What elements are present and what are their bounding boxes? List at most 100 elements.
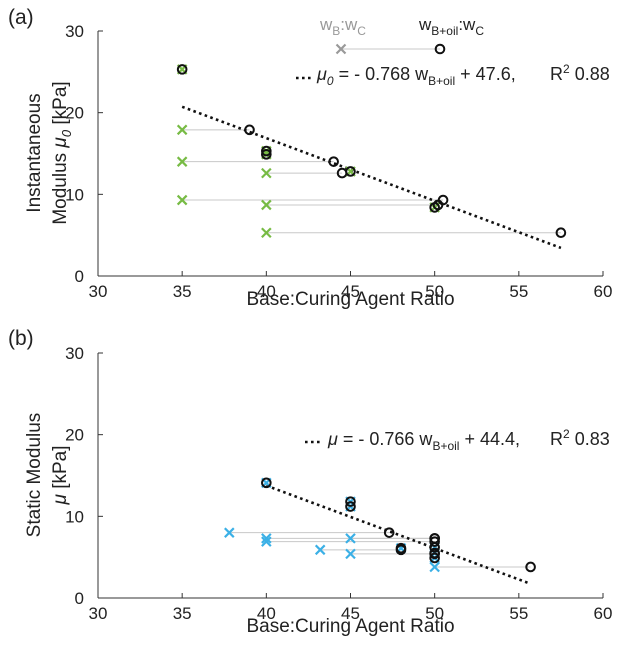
- wb-marker-stroke: [314, 544, 326, 556]
- x-axis-label: Base:Curing Agent Ratio: [246, 289, 454, 310]
- wb-marker-stroke: [176, 124, 188, 136]
- wboil-marker: [525, 561, 536, 573]
- wb-marker: [314, 544, 326, 556]
- legend-sub: B+oil: [431, 24, 458, 38]
- wboil-marker: [345, 496, 356, 507]
- wboil-marker: [261, 149, 272, 160]
- wb-marker: [261, 536, 272, 547]
- wb-marker-stroke: [176, 156, 188, 167]
- wb-marker-stroke: [261, 536, 272, 547]
- legend-circle-marker: [434, 43, 446, 55]
- r2-superscript: 2: [563, 427, 570, 441]
- wb-marker-stroke: [345, 533, 356, 544]
- fit-eq-end: + 44.4,: [459, 429, 520, 449]
- wboil-marker: [244, 124, 255, 136]
- y-tick-label: 10: [65, 185, 84, 204]
- y-label-suffix: [kPa]: [50, 81, 71, 130]
- wb-marker: [345, 533, 356, 544]
- x-tick-label: 45: [341, 604, 360, 623]
- y-label-symbol: μ: [50, 494, 71, 506]
- legend-sub: C: [357, 24, 366, 38]
- wboil-marker: [429, 542, 440, 553]
- legend-sub: C: [475, 24, 484, 38]
- legend-sub: B: [332, 24, 340, 38]
- x-tick-label: 40: [257, 282, 276, 301]
- wb-marker: [345, 548, 356, 560]
- y-label-suffix: [kPa]: [50, 446, 71, 495]
- wb-marker-stroke: [345, 548, 356, 560]
- y-axis-label-line1: Static Modulus: [24, 413, 45, 538]
- wboil-marker: [383, 527, 395, 538]
- wb-marker: [176, 124, 188, 136]
- legend-mid: :w: [458, 15, 476, 34]
- wboil-marker: [395, 542, 407, 554]
- fit-r-squared: R2 0.83: [550, 427, 610, 449]
- wb-marker-stroke: [429, 561, 440, 573]
- wb-marker: [429, 561, 440, 573]
- wb-marker-stroke: [261, 227, 272, 238]
- y-tick-label: 20: [65, 104, 84, 123]
- wboil-marker: [429, 547, 440, 559]
- panel-label: (a): [8, 6, 34, 29]
- wb-marker: [261, 167, 272, 179]
- y-axis-label-line1: Instantaneous: [24, 93, 45, 212]
- y-tick-label: 30: [65, 22, 84, 41]
- fit-eq-sub: B+oil: [432, 439, 459, 453]
- x-tick-label: 30: [89, 604, 108, 623]
- r2-label: R: [550, 429, 563, 449]
- fit-eq-sub: B+oil: [428, 74, 455, 88]
- fit-symbol: μ: [327, 429, 338, 449]
- wboil-marker: [345, 166, 356, 177]
- fit-equation: μ = - 0.766 wB+oil + 44.4,: [327, 429, 520, 453]
- x-tick-label: 45: [341, 282, 360, 301]
- wb-marker-stroke: [176, 194, 188, 206]
- fit-line: [181, 105, 562, 250]
- y-label-symbol: μ: [50, 137, 71, 149]
- wboil-marker: [429, 552, 440, 564]
- fit-eq-mid: = - 0.766 w: [338, 429, 434, 449]
- x-tick-label: 35: [173, 282, 192, 301]
- y-tick-label: 30: [65, 344, 84, 363]
- legend-w: w: [319, 15, 333, 34]
- wb-marker: [261, 533, 272, 544]
- x-tick-label: 50: [425, 282, 444, 301]
- wb-marker: [224, 527, 235, 538]
- y-tick-label: 10: [65, 507, 84, 526]
- x-tick-label: 40: [257, 604, 276, 623]
- wboil-marker: [176, 64, 188, 75]
- x-tick-label: 60: [594, 604, 613, 623]
- legend-x-marker: [335, 43, 347, 55]
- x-axis-label: Base:Curing Agent Ratio: [246, 616, 454, 637]
- fit-eq-end: + 47.6,: [455, 64, 516, 84]
- wb-marker: [176, 194, 188, 206]
- wboil-marker: [555, 227, 567, 239]
- wb-marker-stroke: [261, 199, 272, 211]
- fit-r-squared: R2 0.88: [550, 62, 610, 84]
- wb-marker-stroke: [261, 167, 272, 179]
- r2-value: 0.83: [570, 429, 610, 449]
- wb-marker-stroke: [224, 527, 235, 538]
- wb-marker: [261, 199, 272, 211]
- wboil-marker: [429, 536, 440, 547]
- y-axis-label-line2: μ [kPa]: [50, 446, 71, 506]
- fit-symbol: μ: [316, 64, 327, 84]
- x-tick-label: 50: [425, 604, 444, 623]
- panel-b: 30 35 40 45 50 55 60 0 10 20 30 (b) Base:Curing Agen…: [8, 327, 612, 637]
- legend: wB:wC wB+oil:wC: [319, 15, 484, 55]
- wboil-marker: [429, 202, 440, 213]
- y-tick-label: 0: [75, 267, 84, 286]
- wb-marker: [176, 156, 188, 167]
- panel-label: (b): [8, 327, 34, 350]
- fit-eq-mid: = - 0.768 w: [334, 64, 430, 84]
- x-tick-label: 55: [509, 604, 528, 623]
- y-axis-label-line2: Modulus μ0 [kPa]: [50, 81, 74, 224]
- r2-superscript: 2: [563, 62, 570, 76]
- r2-label: R: [550, 64, 563, 84]
- fit-symbol-sub: 0: [327, 74, 334, 88]
- x-tick-label: 60: [594, 282, 613, 301]
- wb-marker-stroke: [261, 533, 272, 544]
- wboil-marker: [261, 145, 272, 157]
